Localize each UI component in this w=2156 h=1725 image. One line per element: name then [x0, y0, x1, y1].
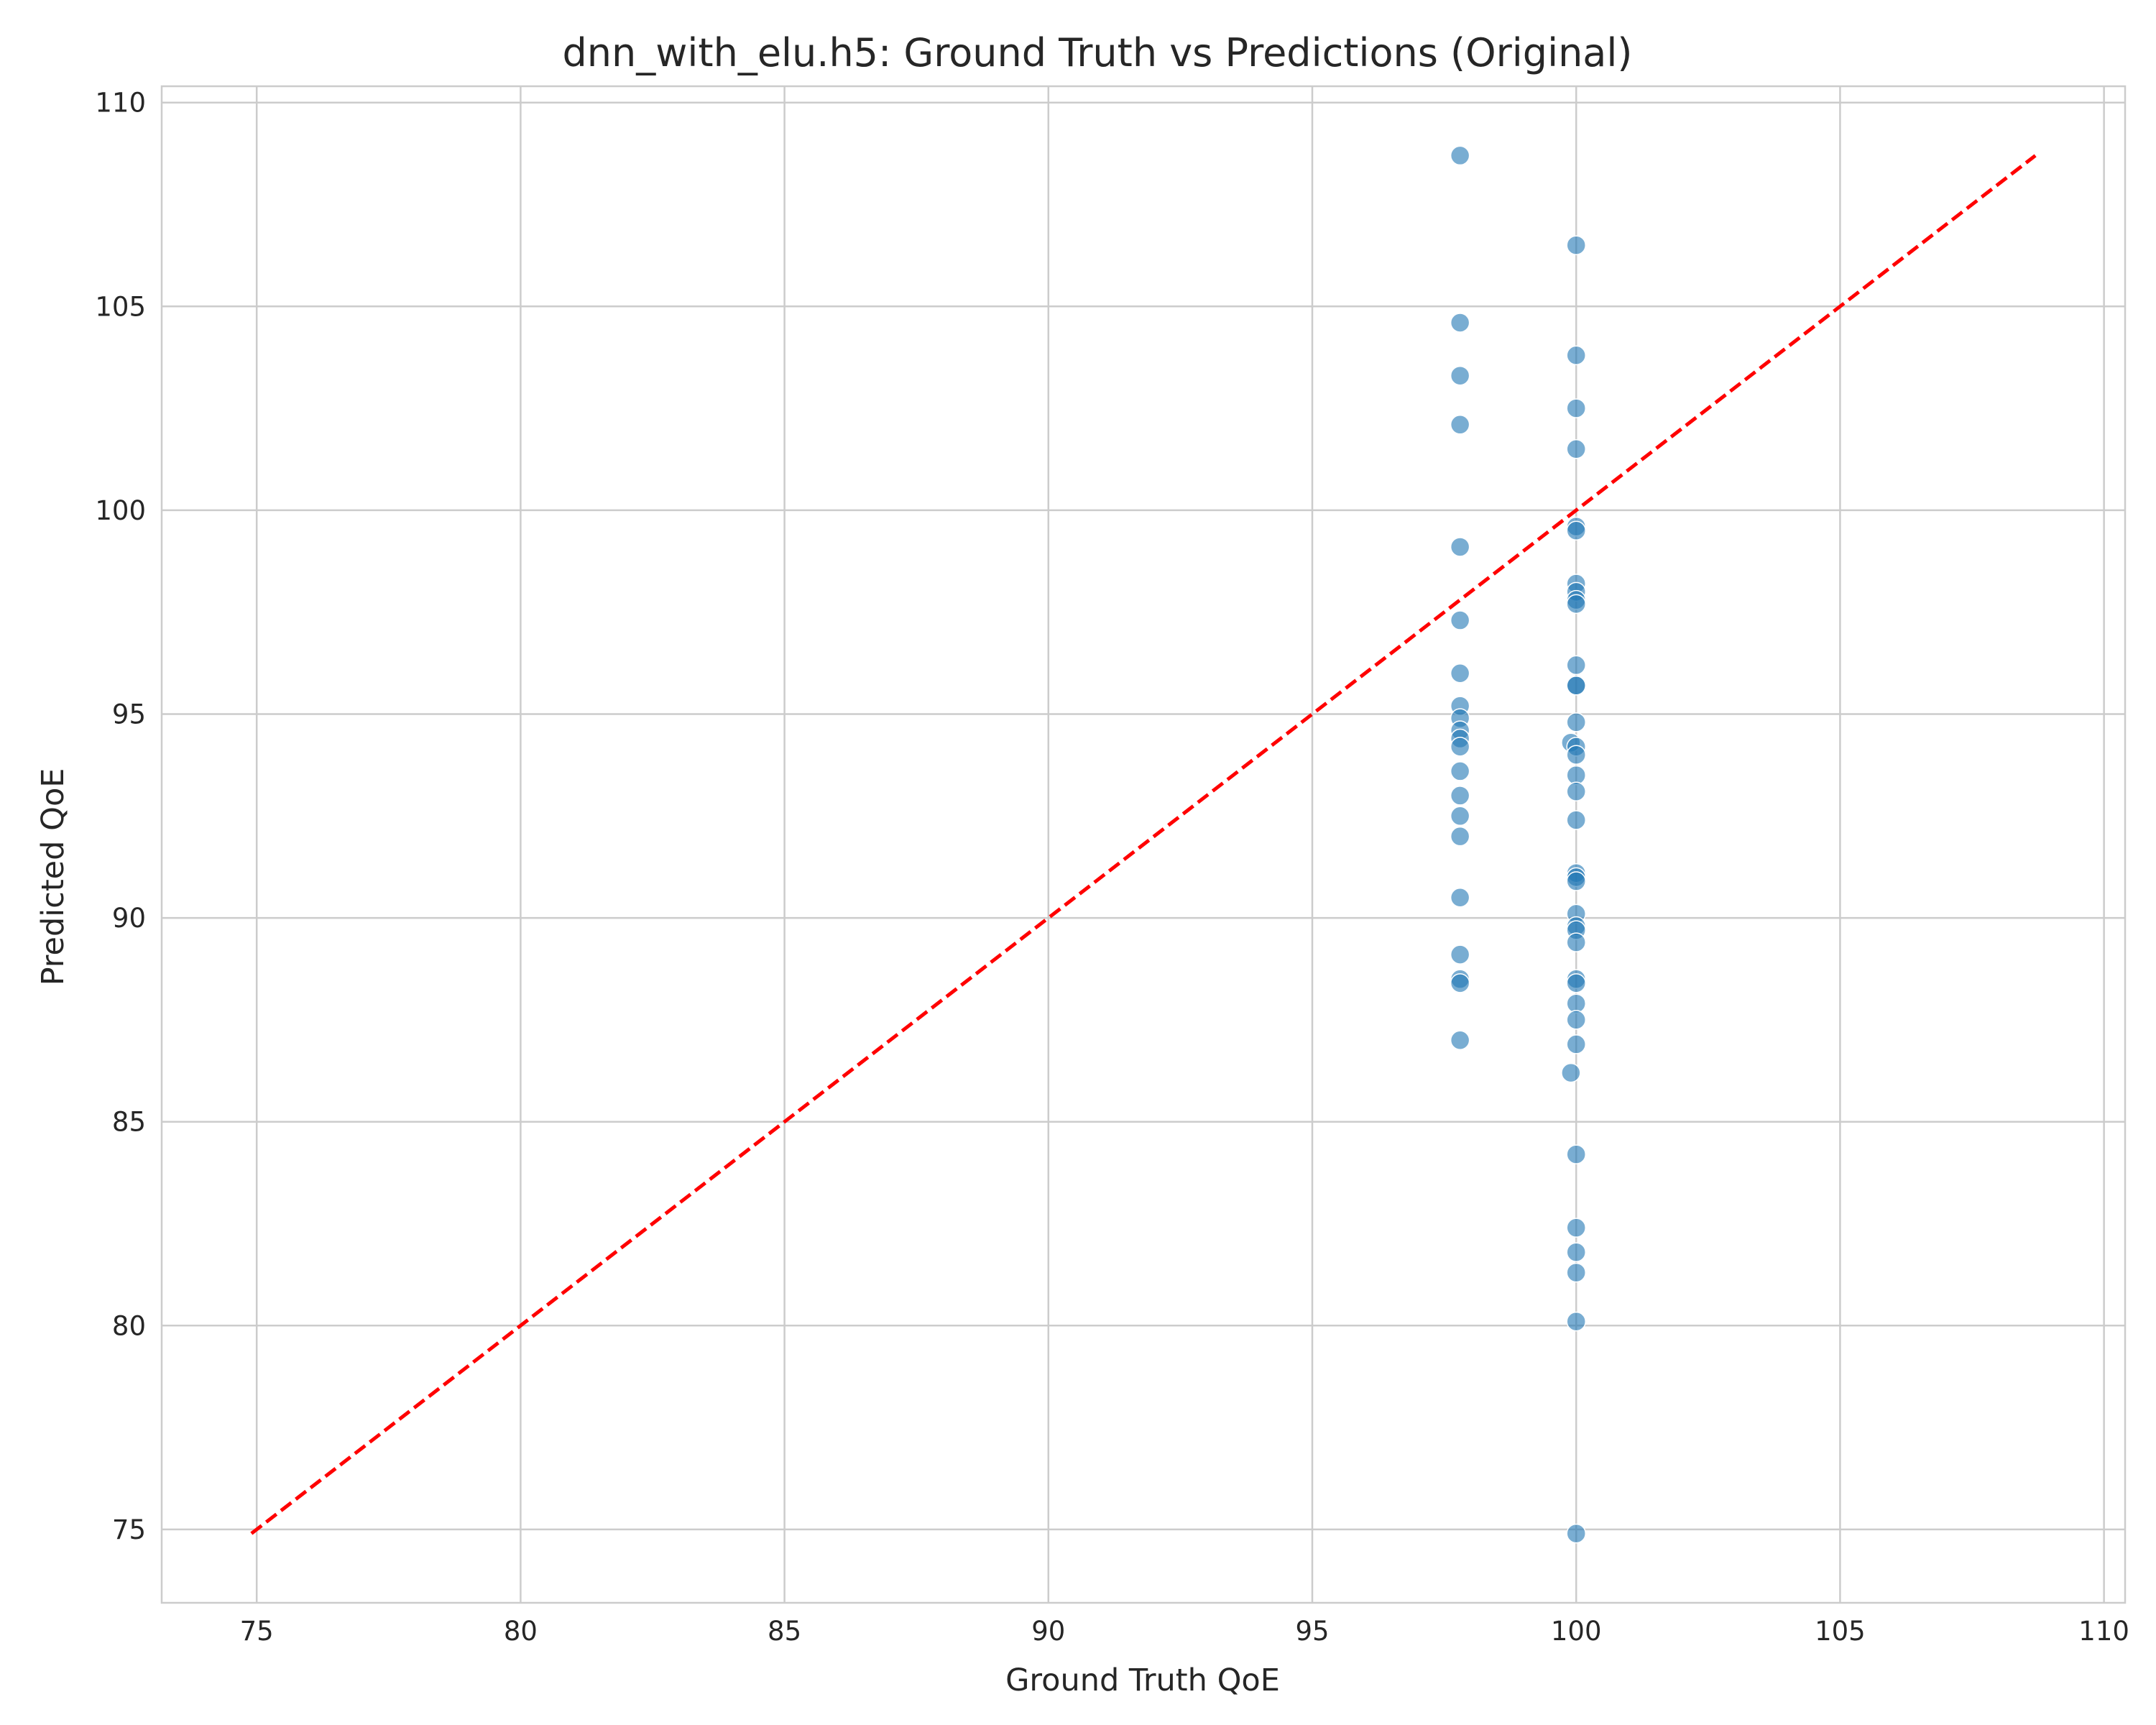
data-point: [1566, 871, 1586, 891]
data-point: [1566, 676, 1586, 696]
x-tick-label: 80: [504, 1616, 538, 1647]
x-tick-label: 95: [1295, 1616, 1329, 1647]
grid-lines: [162, 86, 2125, 1603]
y-tick-label: 100: [95, 495, 146, 526]
data-point: [1566, 1311, 1586, 1332]
data-point: [1566, 1242, 1586, 1262]
reference-line-group: [250, 154, 2037, 1535]
y-tick-label: 75: [112, 1514, 146, 1545]
data-point: [1450, 973, 1470, 993]
plot-frame: [160, 85, 2127, 1604]
data-point: [1450, 145, 1470, 166]
data-point: [1450, 610, 1470, 630]
y-tick-labels: 75 80 85 90 95 100 105 110: [95, 88, 146, 1545]
data-point: [1566, 520, 1586, 541]
data-point: [1561, 1062, 1581, 1083]
data-point: [1566, 1010, 1586, 1030]
x-tick-label: 75: [240, 1616, 274, 1647]
x-tick-label: 105: [1815, 1616, 1866, 1647]
data-point: [1566, 1262, 1586, 1283]
y-tick-label: 90: [112, 903, 146, 934]
data-point: [1566, 810, 1586, 830]
data-point: [1566, 973, 1586, 993]
data-point: [1450, 313, 1470, 333]
data-point: [1566, 1144, 1586, 1164]
x-axis-label: Ground Truth QoE: [1005, 1662, 1280, 1698]
data-point: [1566, 1034, 1586, 1054]
data-point: [1450, 887, 1470, 908]
data-point: [1450, 786, 1470, 806]
data-point: [1566, 594, 1586, 615]
data-point: [1566, 439, 1586, 459]
x-tick-label: 90: [1031, 1616, 1065, 1647]
y-tick-label: 80: [112, 1310, 146, 1341]
y-axis-label: Predicted QoE: [35, 768, 71, 986]
data-point: [1566, 655, 1586, 676]
data-point: [1450, 1030, 1470, 1051]
y-tick-label: 85: [112, 1107, 146, 1138]
reference-line: [250, 154, 2037, 1535]
y-tick-label: 95: [112, 699, 146, 730]
data-point: [1566, 345, 1586, 366]
y-tick-label: 105: [95, 291, 146, 322]
data-point: [1450, 415, 1470, 435]
chart-title: dnn_with_elu.h5: Ground Truth vs Predict…: [563, 30, 1633, 75]
data-points: [1450, 145, 1586, 1544]
y-tick-label: 110: [95, 88, 146, 119]
data-point: [1566, 712, 1586, 732]
x-tick-label: 85: [768, 1616, 801, 1647]
data-point: [1566, 398, 1586, 418]
x-tick-label: 110: [2078, 1616, 2129, 1647]
data-point: [1450, 826, 1470, 847]
data-point: [1450, 663, 1470, 684]
data-point: [1566, 745, 1586, 765]
data-point: [1566, 781, 1586, 802]
data-point: [1450, 944, 1470, 965]
data-point: [1566, 1523, 1586, 1544]
data-point: [1450, 365, 1470, 386]
data-point: [1450, 806, 1470, 827]
data-point: [1566, 1218, 1586, 1238]
x-tick-labels: 75 80 85 90 95 100 105 110: [240, 1616, 2129, 1647]
data-point: [1566, 235, 1586, 255]
data-point: [1450, 761, 1470, 781]
data-point: [1450, 537, 1470, 557]
x-tick-label: 100: [1551, 1616, 1602, 1647]
data-point: [1450, 737, 1470, 757]
data-point: [1566, 932, 1586, 952]
